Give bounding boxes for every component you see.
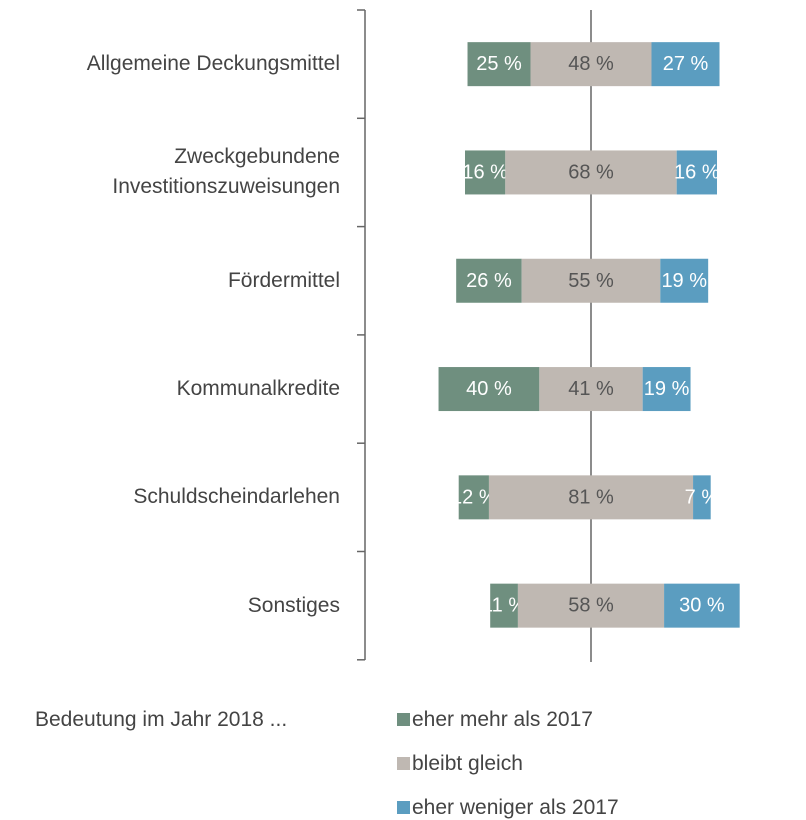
bar-segment xyxy=(490,583,518,628)
value-label: 81 % xyxy=(568,486,614,508)
bar-segment xyxy=(438,367,540,412)
legend-label: bleibt gleich xyxy=(412,752,523,775)
bar-segment xyxy=(660,258,709,303)
value-label: 68 % xyxy=(568,161,614,183)
legend-title: Bedeutung im Jahr 2018 ... xyxy=(35,708,288,731)
value-label: 58 % xyxy=(568,595,614,617)
value-label: 40 % xyxy=(466,378,512,400)
bar-segment xyxy=(505,150,677,195)
bar-segment xyxy=(467,42,531,87)
category-label: Zweckgebundene Investitionszuweisungen xyxy=(112,145,340,199)
legend-label: eher weniger als 2017 xyxy=(412,796,619,819)
value-label: 55 % xyxy=(568,270,614,292)
category-label: Sonstiges xyxy=(247,593,340,617)
category-label: Schuldscheindarlehen xyxy=(133,485,340,509)
legend-swatch xyxy=(397,801,410,814)
value-label: 19 % xyxy=(644,378,690,400)
legend-swatch xyxy=(397,713,410,726)
category-label: Allgemeine Deckungsmittel xyxy=(86,52,340,76)
bar-segment xyxy=(456,258,522,303)
bar-segment xyxy=(642,367,691,412)
value-label: 7 % xyxy=(685,486,720,508)
bar-segment xyxy=(517,583,665,628)
legend-label: eher mehr als 2017 xyxy=(412,708,593,731)
value-label: 11 % xyxy=(482,595,526,617)
value-label: 19 % xyxy=(661,270,707,292)
bar-segment xyxy=(530,42,652,87)
value-label: 25 % xyxy=(476,53,522,75)
bar-segment xyxy=(488,475,694,520)
bar-segment xyxy=(465,150,506,195)
legend-swatch xyxy=(397,757,410,770)
value-label: 41 % xyxy=(568,378,614,400)
value-label: 16 % xyxy=(674,161,720,183)
value-label: 16 % xyxy=(462,161,508,183)
value-label: 12 % xyxy=(451,486,497,508)
bar-segment xyxy=(676,150,717,195)
value-label: 26 % xyxy=(466,270,512,292)
value-label: 27 % xyxy=(663,53,709,75)
bar-segment xyxy=(458,475,489,520)
value-label: 48 % xyxy=(568,53,614,75)
bar-segment xyxy=(651,42,720,87)
bar-segment xyxy=(664,583,740,628)
value-label: 30 % xyxy=(679,595,725,617)
category-label: Kommunalkredite xyxy=(176,377,340,401)
bar-segment xyxy=(521,258,661,303)
category-label: Fördermittel xyxy=(227,268,340,292)
bar-segment xyxy=(539,367,643,412)
bar-segment xyxy=(693,475,711,520)
